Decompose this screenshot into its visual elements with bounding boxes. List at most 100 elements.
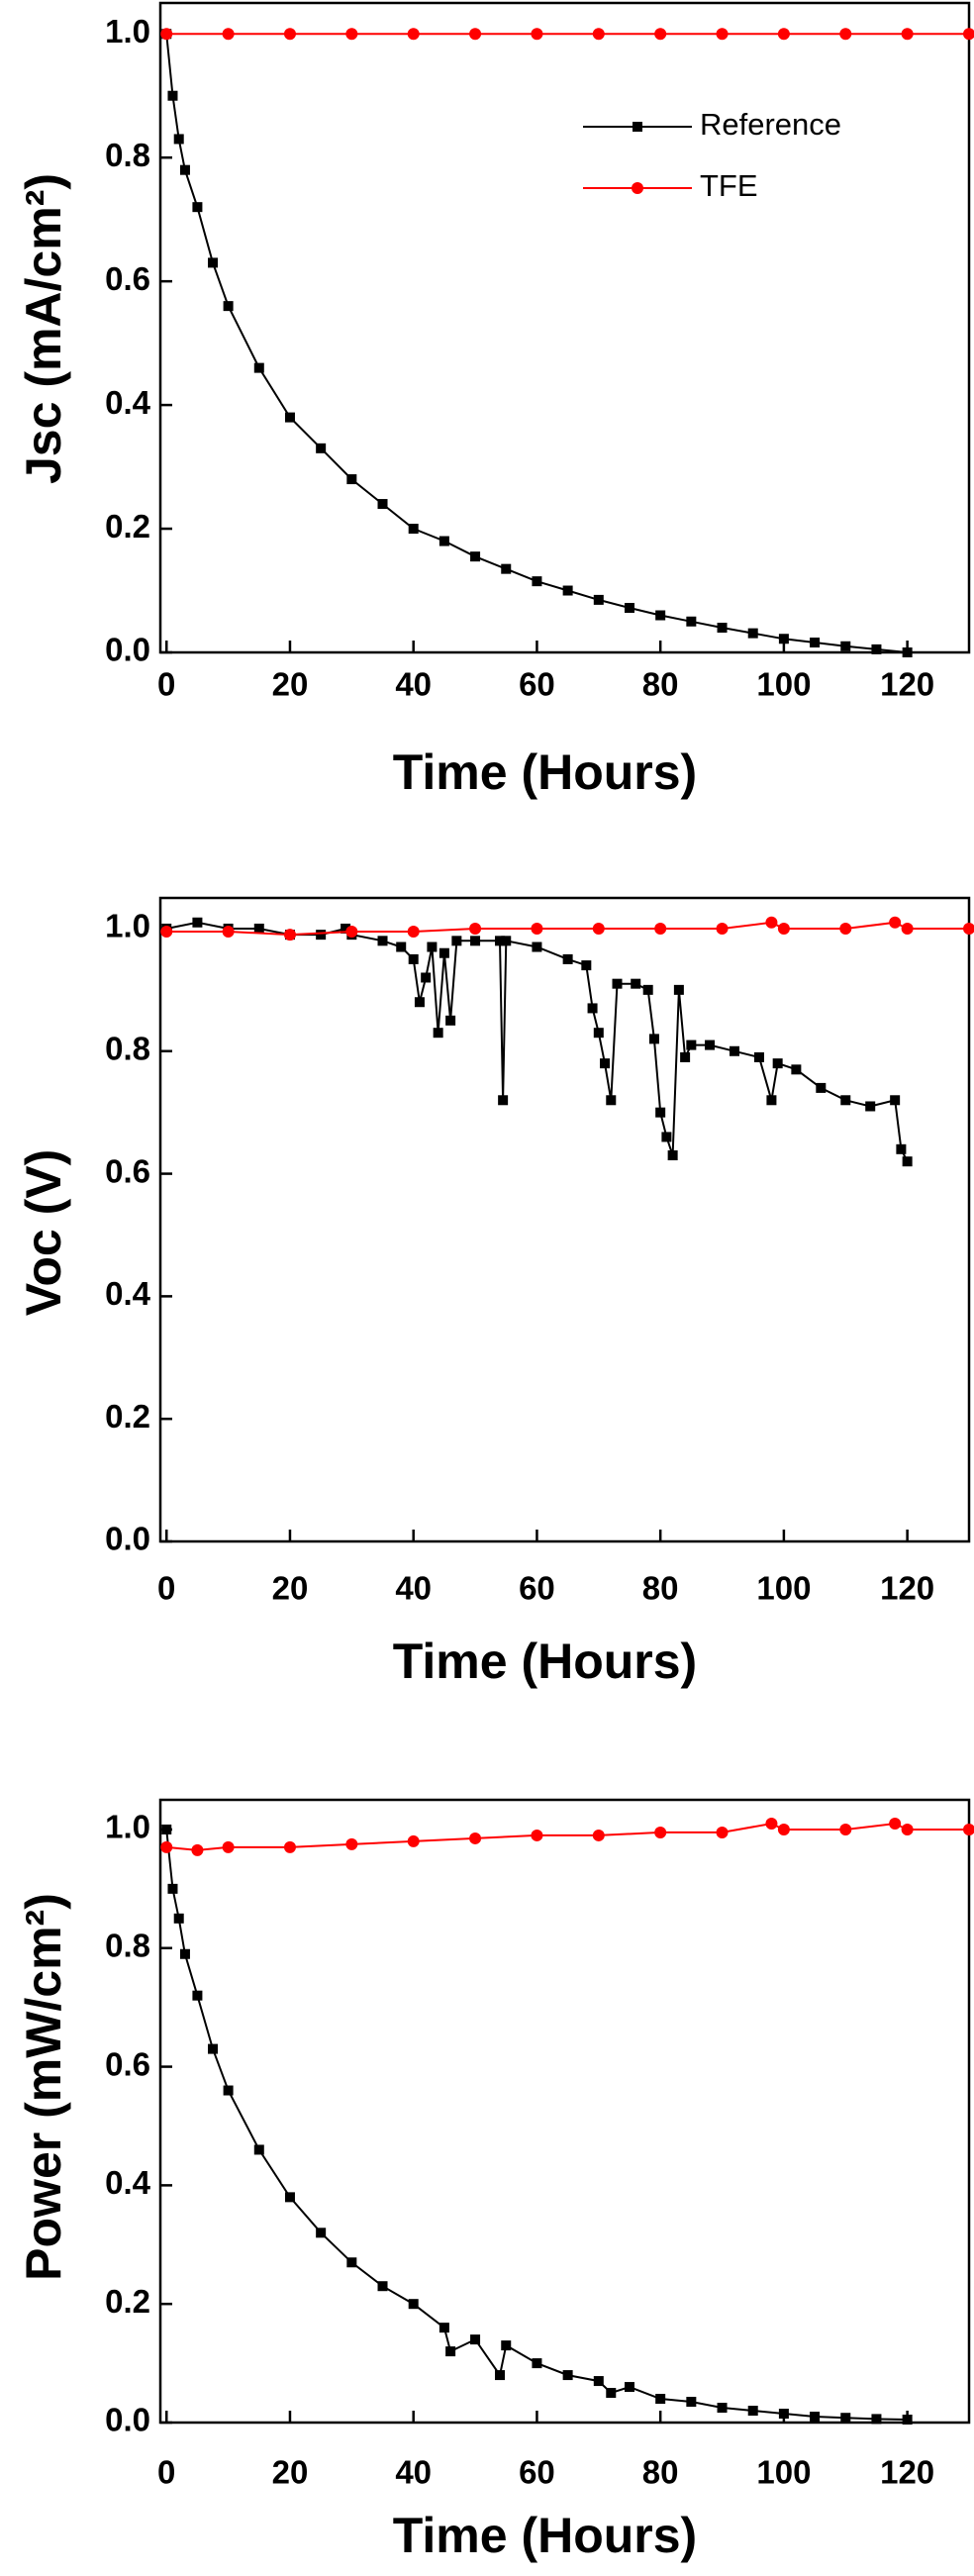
y-tick-label: 0.2 [105,1398,150,1435]
marker [253,362,264,373]
marker [593,594,604,605]
marker [167,90,178,101]
marker [470,2334,481,2345]
marker [192,1990,203,2001]
marker [581,960,592,971]
y-tick-label: 0.6 [105,260,150,297]
marker [840,2413,851,2424]
marker [753,1051,764,1062]
marker [747,628,758,639]
marker [655,1107,666,1118]
y-tick-label: 0.4 [105,384,151,421]
marker [222,926,235,939]
x-tick-label: 100 [756,666,811,703]
y-tick-label: 0.8 [105,137,150,173]
marker [173,134,184,145]
marker [717,623,728,634]
plot-frame [158,1,971,654]
marker [592,1829,605,1841]
x-tick-label: 120 [880,1570,934,1607]
y-tick-label: 0.6 [105,1152,150,1189]
marker [889,1817,902,1830]
marker [810,638,821,648]
marker [902,647,913,657]
x-tick-label: 0 [157,2454,175,2491]
marker [680,1051,691,1062]
marker [562,953,573,964]
marker [396,941,407,952]
y-axis-label: Power (mW/cm²) [16,1893,71,2281]
y-tick-label: 0.0 [105,632,150,668]
marker [532,2358,542,2369]
marker [160,28,173,41]
marker [612,978,623,989]
marker [414,997,425,1008]
x-tick-label: 80 [642,2454,679,2491]
marker [816,1082,827,1093]
marker [532,576,542,587]
marker [469,28,482,41]
marker [408,953,419,964]
marker [686,2397,697,2408]
marker [747,2406,758,2417]
x-tick-label: 100 [756,1570,811,1607]
plot-frame [158,1798,971,2425]
marker [167,1883,178,1894]
marker [407,926,420,939]
y-axis-label: Jsc (mA/cm²) [16,173,71,484]
marker [377,499,388,510]
marker [902,1156,913,1167]
marker [433,1028,443,1039]
marker [592,922,605,935]
marker [772,1058,783,1069]
marker [901,1823,914,1835]
marker [592,28,605,41]
marker [179,164,190,175]
marker [470,551,481,562]
marker [469,922,482,935]
marker [600,1058,611,1069]
marker [896,1143,907,1154]
x-tick-label: 0 [157,666,175,703]
marker [777,1823,790,1835]
marker [654,922,667,935]
y-axis-label: Voc (V) [16,1149,71,1317]
marker [606,1095,617,1106]
marker [345,1837,358,1850]
x-tick-label: 20 [272,1570,309,1607]
y-tick-label: 0.6 [105,2045,150,2082]
marker [346,474,357,485]
x-axis-label: Time (Hours) [393,744,697,800]
y-tick-label: 0.0 [105,1521,150,1557]
legend-marker [632,182,643,194]
marker [173,1913,184,1924]
x-tick-label: 0 [157,1570,175,1607]
marker [407,28,420,41]
marker [532,941,542,952]
y-tick-label: 0.4 [105,2164,151,2201]
y-tick-label: 0.8 [105,1927,150,1963]
marker [438,536,449,546]
marker [253,923,264,934]
x-tick-label: 80 [642,1570,679,1607]
marker [765,1817,778,1830]
marker [871,2414,882,2425]
marker [408,524,419,535]
marker [865,1101,876,1112]
marker [889,916,902,929]
marker [445,1015,456,1026]
marker [160,926,173,939]
marker [777,28,790,41]
y-tick-label: 0.2 [105,2283,150,2320]
marker [531,922,543,935]
marker [191,1843,204,1856]
marker [902,2415,913,2426]
marker [498,1095,509,1106]
marker [624,603,634,614]
marker [686,616,697,627]
y-tick-label: 0.2 [105,508,150,545]
x-tick-label: 60 [519,1570,555,1607]
marker [223,301,234,312]
x-tick-label: 120 [880,2454,934,2491]
marker [284,412,295,423]
